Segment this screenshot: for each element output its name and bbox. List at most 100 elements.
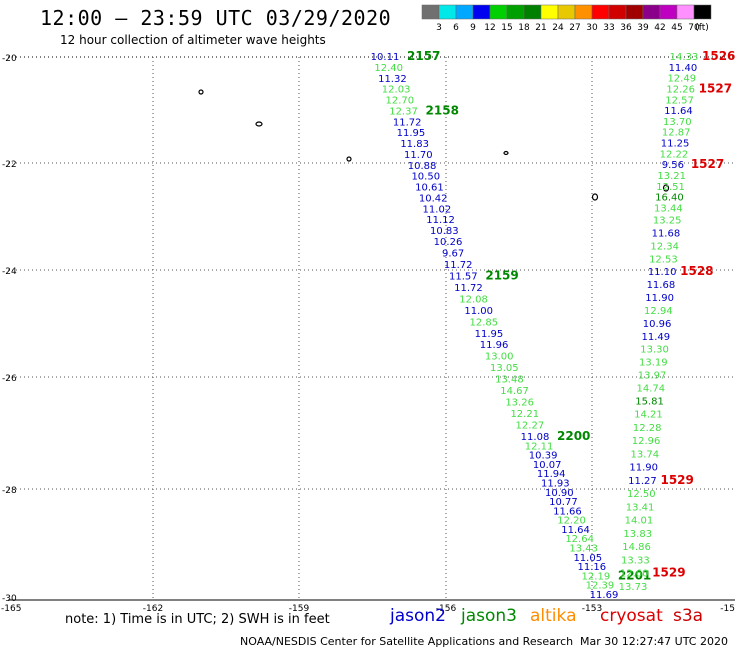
map-subtitle: 12 hour collection of altimeter wave hei… — [60, 33, 326, 47]
color-swatch — [642, 4, 661, 20]
mission-label-cryosat: cryosat — [600, 606, 663, 626]
wave-height-value: 11.02 — [423, 204, 452, 215]
wave-height-value: 12.57 — [665, 95, 694, 106]
color-scale-unit: (ft) — [695, 23, 709, 33]
wave-height-value: 11.12 — [426, 215, 455, 226]
wave-height-value: 13.73 — [619, 582, 648, 593]
track-time-label: 2158 — [426, 103, 459, 117]
wave-height-value: 11.72 — [444, 260, 473, 271]
wave-height-value: 12.40 — [374, 63, 403, 74]
island-outline — [255, 121, 263, 127]
wave-height-value: 12.70 — [386, 96, 415, 107]
track-time-label: 2159 — [485, 268, 518, 282]
wave-height-value: 13.19 — [639, 358, 668, 369]
wave-height-value: 11.00 — [464, 306, 493, 317]
color-swatch — [693, 4, 712, 20]
island-outline — [503, 150, 509, 156]
wave-height-value: 13.26 — [505, 398, 534, 409]
wave-height-value: 13.00 — [485, 352, 514, 363]
latitude-label: -20 — [2, 54, 17, 64]
mission-label-jason2: jason2 — [390, 606, 446, 626]
longitude-label: -165 — [1, 604, 21, 614]
satellite-track-jason: 10.1112.4011.3212.0312.7012.3711.7211.95… — [371, 49, 652, 601]
wave-height-value: 12.51 — [656, 182, 685, 193]
longitude-label: -162 — [143, 604, 163, 614]
wave-height-value: 11.93 — [541, 478, 570, 489]
wave-height-value: 11.05 — [573, 553, 602, 564]
color-scale-tick: 39 — [637, 23, 649, 33]
wave-height-value: 13.43 — [569, 544, 598, 555]
wave-height-value: 11.49 — [642, 332, 671, 343]
latitude-label: -30 — [2, 594, 17, 604]
wave-height-value: 9.56 — [662, 160, 684, 171]
wave-height-value: 12.50 — [627, 489, 656, 500]
wave-height-value: 12.28 — [633, 423, 662, 434]
longitude-label: -156 — [436, 604, 457, 614]
wave-height-value: 13.25 — [653, 216, 682, 227]
wave-height-value: 11.72 — [393, 117, 422, 128]
wave-height-value: 13.70 — [663, 117, 692, 128]
wave-height-value: 10.90 — [545, 488, 574, 499]
color-swatch — [455, 4, 474, 20]
wave-height-value: 13.05 — [490, 363, 519, 374]
color-scale-tick: 3 — [436, 23, 442, 33]
track-time-label: 1529 — [652, 566, 685, 580]
mission-label-s3a: s3a — [673, 606, 704, 626]
track-time-label: 1527 — [699, 81, 732, 95]
color-scale-tick: 42 — [654, 23, 665, 33]
wave-height-value: 11.27 — [628, 476, 657, 487]
color-swatch — [540, 4, 559, 20]
wave-height-value: 11.90 — [629, 463, 658, 474]
map-frame: -20 -22 -24 -26 -28 -30-165 -162 -159 -156 -153 -1… — [1, 54, 735, 614]
wave-height-value: 11.66 — [553, 506, 582, 517]
wave-height-value: 11.40 — [669, 63, 698, 74]
wave-height-value: 12.27 — [516, 421, 545, 432]
color-scale-tick: 18 — [518, 23, 530, 33]
wave-height-value: 13.30 — [640, 345, 669, 356]
wave-height-value: 12.34 — [650, 241, 679, 252]
wave-height-value: 11.64 — [561, 525, 590, 536]
wave-height-value: 14.67 — [500, 386, 529, 397]
wave-height-value: 11.70 — [404, 150, 433, 161]
latitude-label: -26 — [2, 374, 17, 384]
wave-height-value: 14.33 — [670, 52, 699, 63]
color-swatch — [608, 4, 627, 20]
wave-height-value: 10.11 — [371, 52, 400, 63]
wave-height-value: 12.94 — [644, 306, 673, 317]
track-time-label: 1529 — [660, 473, 693, 487]
island-outline — [198, 89, 204, 95]
color-swatch — [557, 4, 576, 20]
color-swatch — [421, 4, 440, 20]
latitude-label: -22 — [2, 160, 17, 170]
wave-height-value: 10.39 — [529, 451, 558, 462]
latitude-label: -24 — [2, 267, 17, 277]
longitude-label: -153 — [582, 604, 602, 614]
wave-height-value: 10.96 — [643, 319, 672, 330]
wave-height-value: 11.25 — [661, 139, 690, 150]
color-scale-legend: 3 6 9 12 15 18 21 24 27 30 33 36 39 42 45 70(ft) — [421, 4, 712, 33]
color-swatch — [659, 4, 678, 20]
track-time-label: 1527 — [691, 157, 724, 171]
island-outline — [346, 156, 352, 162]
color-scale-tick: 9 — [470, 23, 476, 33]
wave-height-value: 16.40 — [655, 193, 684, 204]
wave-height-value: 14.74 — [637, 383, 666, 394]
wave-height-value: 11.95 — [475, 329, 504, 340]
wave-height-value: 12.08 — [459, 294, 488, 305]
wave-height-value: 10.26 — [434, 237, 463, 248]
timestamp-footer: Mar 30 12:27:47 UTC 2020 — [580, 635, 728, 648]
color-swatch — [676, 4, 695, 20]
wave-height-value: 11.69 — [590, 590, 619, 601]
wave-height-value: 11.83 — [400, 139, 429, 150]
track-time-label: 1526 — [702, 49, 735, 63]
longitude-label: -15 — [720, 604, 735, 614]
color-scale-tick: 6 — [453, 23, 459, 33]
mission-label-jason3: jason3 — [461, 606, 517, 626]
wave-height-value: 14.21 — [634, 410, 663, 421]
color-scale-tick: 30 — [586, 23, 598, 33]
wave-height-value: 15.81 — [635, 396, 664, 407]
wave-height-value: 13.83 — [623, 529, 652, 540]
wave-height-value: 11.64 — [664, 106, 693, 117]
color-scale-tick: 27 — [569, 23, 580, 33]
color-swatch — [489, 4, 508, 20]
